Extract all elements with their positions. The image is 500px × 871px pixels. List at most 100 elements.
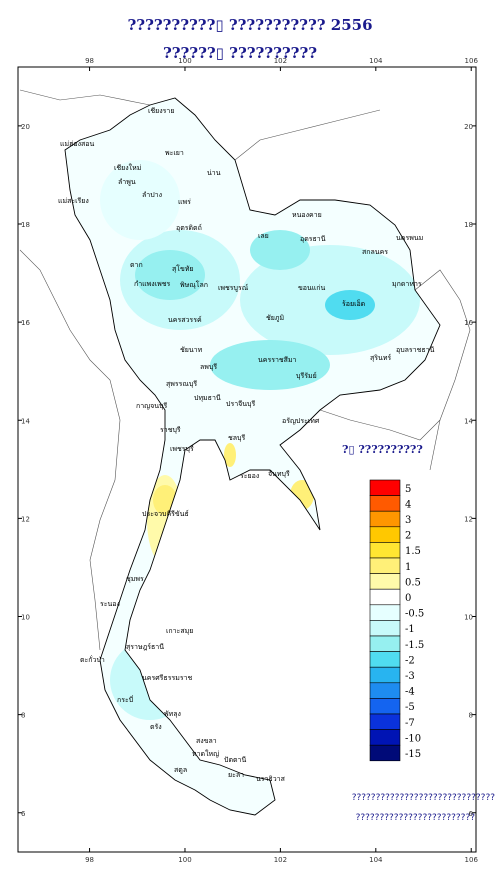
province-label: สตูล [174,766,187,774]
legend-label: -0.5 [405,609,424,620]
neighbor-borders [19,89,471,651]
title: ??????????▯ ??????????? 2556 [127,16,372,34]
y-tick-label: 10 [464,614,473,622]
province-label: อุตรดิตถ์ [176,224,202,232]
province-label: ปัตตานี [224,756,246,764]
legend-label: -10 [405,733,421,744]
province-label: อุบลราชธานี [396,346,435,354]
y-tick-label: 8 [469,712,473,720]
legend-swatch [369,479,401,496]
province-label: ปทุมธานี [194,394,221,402]
legend-label: -1.5 [405,640,424,651]
province-label: เชียงราย [148,107,174,115]
province-labels: แม่ฮ่องสอน เชียงราย พะเยา เชียงใหม่ น่าน… [58,107,435,783]
province-label: กำแพงเพชร [134,280,170,288]
province-label: นครราชสีมา [258,356,297,364]
legend-swatch [369,604,401,621]
province-label: กาญจนบุรี [136,402,167,410]
legend-label: -1 [405,624,415,635]
legend-label: 3 [405,515,411,526]
legend-swatch [369,666,401,684]
x-tick-label: 98 [85,57,94,65]
y-tick-label: 6 [469,810,474,818]
legend-label: 5 [405,484,411,495]
y-tick-label: 6 [21,810,26,818]
province-label: ลำพูน [118,178,136,186]
y-tick-label: 18 [464,221,473,229]
province-label: แม่สะเรียง [58,197,89,205]
province-label: ชัยภูมิ [266,314,284,322]
y-tick-label: 20 [464,123,473,131]
x-tick-label: 106 [465,856,479,864]
x-tick-label: 104 [369,57,383,65]
province-label: ชุมพร [126,575,144,583]
y-tick-label: 14 [464,417,473,425]
x-tick-label: 102 [274,856,287,864]
y-tick-label: 8 [21,712,25,720]
province-label: สุราษฎร์ธานี [126,643,164,651]
province-label: ปราจีนบุรี [226,400,255,408]
legend-swatch [369,713,401,730]
province-label: พัทลุง [164,710,181,718]
province-label: หนองคาย [292,211,322,219]
province-label: เกาะสมุย [166,627,193,635]
province-label: นครพนม [396,234,423,242]
province-label: นครสวรรค์ [168,316,202,324]
y-tick-label: 10 [21,614,30,622]
legend-swatch [369,526,401,543]
province-label: ลพบุรี [200,363,217,371]
province-label: นราธิวาส [256,775,286,783]
legend-swatch [369,744,401,762]
legend-label: -3 [405,671,415,682]
province-label: ตรัง [150,723,162,731]
province-label: ลำปาง [142,191,162,199]
province-label: มุกดาหาร [392,280,422,288]
province-label: สุโขทัย [172,264,194,273]
x-tick-label: 102 [274,57,287,65]
legend-label: -5 [405,702,415,713]
legend-swatch [369,729,401,746]
province-label: อรัญประเทศ [282,417,320,425]
legend-label: -2 [405,655,415,666]
province-label: แม่ฮ่องสอน [60,140,94,148]
province-label: ระยอง [240,472,259,480]
province-label: ประจวบคีรีขันธ์ [142,510,189,518]
province-label: สงขลา [196,737,217,745]
province-label: นครศรีธรรมราช [142,674,193,682]
legend-label: 1 [405,562,411,573]
province-label: เพชรบูรณ์ [218,284,249,292]
legend-label: 0 [405,593,411,604]
province-label: ยะลา [228,771,244,779]
legend-swatch [369,542,401,559]
y-tick-label: 12 [464,515,473,523]
x-tick-label: 106 [465,57,479,65]
legend-label: -4 [405,687,415,698]
province-label: ชลบุรี [228,434,245,442]
subtitle: ??????▯ ?????????? [163,44,317,62]
legend-label: -7 [405,718,415,729]
legend-label: 4 [405,499,411,510]
legend-label: 2 [405,531,411,542]
legend-swatch [369,557,401,574]
province-label: เพชรบุรี [170,445,194,453]
y-tick-label: 14 [21,417,30,425]
note: ?????????????????????????????? [352,793,496,803]
legend-label: 0.5 [405,577,421,588]
province-label: ตาก [130,261,143,269]
legend-swatch [369,495,401,512]
legend-swatch [369,588,401,606]
legend-swatch [369,573,401,590]
province-label: บุรีรัมย์ [296,372,317,380]
legend-label: 1.5 [405,546,421,557]
y-tick-label: 20 [21,123,30,131]
province-label: หาดใหญ่ [192,749,219,758]
province-label: ชัยนาท [180,346,203,354]
province-label: เลย [258,232,269,240]
province-label: ร้อยเอ็ด [342,299,365,308]
province-label: เชียงใหม่ [114,163,141,172]
x-tick-label: 100 [178,856,191,864]
legend-title: ?▯ ?????????? [342,443,423,456]
province-label: สกลนคร [362,248,388,256]
y-tick-label: 16 [21,319,30,327]
